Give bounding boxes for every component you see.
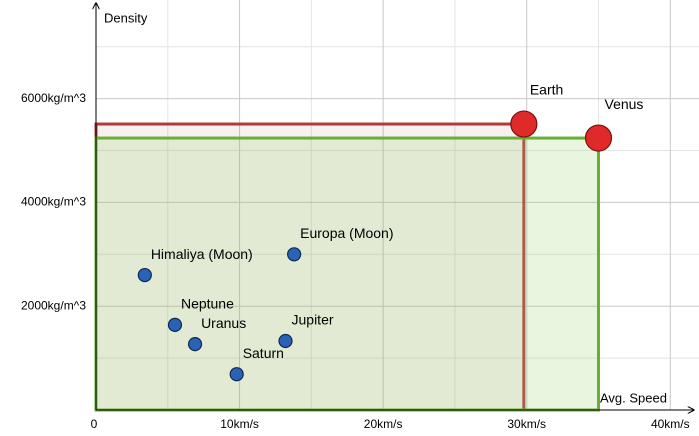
region <box>94 122 526 412</box>
y-tick-label: 6000kg/m^3 <box>21 91 86 105</box>
point <box>137 267 152 283</box>
x-tick-label: 20km/s <box>364 417 403 431</box>
y-axis-label: Density <box>104 10 148 25</box>
point-label: Himaliya (Moon) <box>151 246 253 262</box>
x-tick-label: 40km/s <box>651 417 690 431</box>
point <box>287 247 302 262</box>
y-tick-label: 2000kg/m^3 <box>21 298 86 312</box>
point-label: Neptune <box>181 296 234 312</box>
point-label: Saturn <box>243 345 284 361</box>
point <box>584 124 613 152</box>
x-tick-label: 0 <box>91 417 98 431</box>
point-label: Venus <box>605 96 644 112</box>
x-tick-label: 10km/s <box>220 417 259 431</box>
marks: 0 10km/s 20km/s 30km/s 40km/s 2000kg/m^3 4000k… <box>21 82 690 431</box>
regions <box>94 122 600 412</box>
point-label: Europa (Moon) <box>300 225 393 241</box>
region <box>94 136 600 412</box>
point <box>167 317 183 332</box>
point <box>510 110 538 138</box>
point <box>229 367 244 382</box>
y-tick-label: 4000kg/m^3 <box>21 195 86 209</box>
x-axis-label: Avg. Speed <box>600 390 667 405</box>
point <box>278 333 293 349</box>
point-label: Uranus <box>201 315 246 331</box>
x-tick-label: 30km/s <box>507 417 546 431</box>
point-label: Jupiter <box>292 312 334 328</box>
point-label: Earth <box>530 82 563 98</box>
point <box>187 336 203 352</box>
